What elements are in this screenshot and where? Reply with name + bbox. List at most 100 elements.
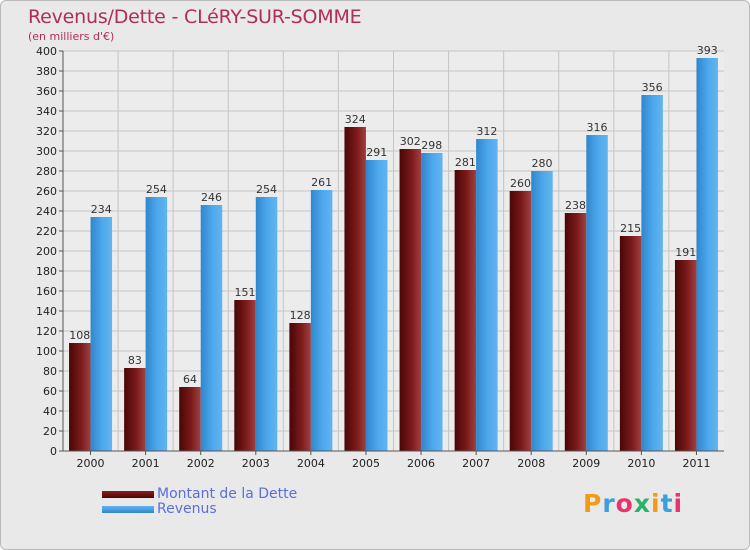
logo-letter: r <box>602 489 616 518</box>
proxiti-logo: Proxiti <box>583 489 683 518</box>
x-tick-label: 2008 <box>517 457 545 470</box>
data-label: 393 <box>697 44 718 57</box>
bar-revenus-2009 <box>586 135 608 451</box>
data-labels: 108 234 83 254 64 246 151 254 128 261 324 291 302 298… <box>69 44 717 386</box>
y-tick-label: 320 <box>36 125 57 138</box>
data-label: 151 <box>235 286 256 299</box>
data-label: 191 <box>675 246 696 259</box>
bar-dette-2007 <box>454 170 477 451</box>
data-label: 64 <box>183 373 197 386</box>
bar-dette-2011 <box>674 260 697 451</box>
data-label: 316 <box>587 121 608 134</box>
data-label: 215 <box>620 222 641 235</box>
data-label: 280 <box>531 157 552 170</box>
legend-swatch-revenus <box>102 506 154 513</box>
x-tick-label: 2009 <box>572 457 600 470</box>
y-tick-label: 400 <box>36 45 57 58</box>
bars <box>69 58 718 451</box>
y-tick-label: 0 <box>50 445 57 458</box>
y-tick-label: 60 <box>43 385 57 398</box>
y-tick-label: 300 <box>36 145 57 158</box>
chart-subtitle: (en milliers d'€) <box>28 30 115 43</box>
data-label: 128 <box>290 309 311 322</box>
x-tick-label: 2011 <box>682 457 710 470</box>
x-tick-label: 2002 <box>187 457 215 470</box>
bar-revenus-2003 <box>255 197 278 451</box>
logo-letter: P <box>583 489 603 518</box>
data-label: 356 <box>642 81 663 94</box>
x-tick-label: 2004 <box>297 457 325 470</box>
y-tick-label: 180 <box>36 265 57 278</box>
chart-title: Revenus/Dette - CLéRY-SUR-SOMME <box>28 6 362 28</box>
bar-dette-2008 <box>509 191 532 451</box>
y-tick-label: 80 <box>43 365 57 378</box>
data-label: 324 <box>345 113 366 126</box>
y-tick-label: 340 <box>36 105 57 118</box>
x-tick-label: 2006 <box>407 457 435 470</box>
x-tick-label: 2005 <box>352 457 380 470</box>
data-label: 238 <box>565 199 586 212</box>
legend-swatch-dette <box>102 491 154 498</box>
bar-dette-2005 <box>344 127 366 451</box>
data-label: 254 <box>146 183 167 196</box>
bar-revenus-2000 <box>90 217 113 451</box>
bar-dette-2002 <box>179 387 201 451</box>
y-tick-label: 360 <box>36 85 57 98</box>
logo-letter: i <box>651 489 661 518</box>
bar-revenus-2007 <box>476 139 498 451</box>
data-label: 281 <box>455 156 476 169</box>
y-tick-label: 120 <box>36 325 57 338</box>
data-label: 108 <box>69 329 90 342</box>
y-tick-label: 380 <box>36 65 57 78</box>
bar-revenus-2005 <box>365 160 388 451</box>
legend-label-revenus: Revenus <box>157 501 217 517</box>
bar-revenus-2010 <box>641 95 663 451</box>
logo-letter: x <box>633 489 651 518</box>
y-tick-label: 260 <box>36 185 57 198</box>
data-label: 312 <box>476 125 497 138</box>
logo-letter: i <box>673 489 684 518</box>
data-label: 234 <box>91 203 112 216</box>
y-tick-label: 240 <box>36 205 57 218</box>
data-label: 246 <box>201 191 222 204</box>
logo-letter: o <box>615 489 634 518</box>
bar-revenus-2001 <box>145 197 168 451</box>
bar-dette-2006 <box>399 149 422 451</box>
bar-revenus-2002 <box>200 205 223 451</box>
bar-dette-2009 <box>564 213 587 451</box>
x-tick-label: 2001 <box>132 457 160 470</box>
bar-dette-2001 <box>124 368 146 451</box>
bar-dette-2010 <box>619 236 642 451</box>
y-tick-label: 220 <box>36 225 57 238</box>
data-label: 302 <box>400 135 421 148</box>
legend-label-dette: Montant de la Dette <box>157 486 298 502</box>
data-label: 298 <box>421 139 442 152</box>
bar-revenus-2004 <box>310 190 333 451</box>
x-tick-label: 2003 <box>242 457 270 470</box>
bar-dette-2004 <box>289 323 311 451</box>
data-label: 83 <box>128 354 142 367</box>
x-tick-label: 2000 <box>77 457 105 470</box>
y-tick-label: 140 <box>36 305 57 318</box>
data-label: 254 <box>256 183 277 196</box>
data-label: 261 <box>311 176 332 189</box>
x-tick-label: 2007 <box>462 457 490 470</box>
bar-revenus-2011 <box>696 58 718 451</box>
logo-letter: t <box>660 489 674 518</box>
y-tick-label: 100 <box>36 345 57 358</box>
y-tick-label: 40 <box>43 405 57 418</box>
bar-dette-2003 <box>234 300 256 451</box>
bar-revenus-2006 <box>421 153 443 451</box>
x-tick-label: 2010 <box>627 457 655 470</box>
bar-dette-2000 <box>69 343 91 451</box>
axes: 0 20 40 60 80 100 120 140 160 180 200 220 240 260 280 3… <box>36 45 724 470</box>
bar-revenus-2008 <box>531 171 553 451</box>
y-tick-label: 280 <box>36 165 57 178</box>
y-tick-label: 20 <box>43 425 57 438</box>
data-label: 291 <box>366 146 387 159</box>
y-tick-label: 200 <box>36 245 57 258</box>
y-tick-label: 160 <box>36 285 57 298</box>
grid-lines <box>63 50 724 452</box>
